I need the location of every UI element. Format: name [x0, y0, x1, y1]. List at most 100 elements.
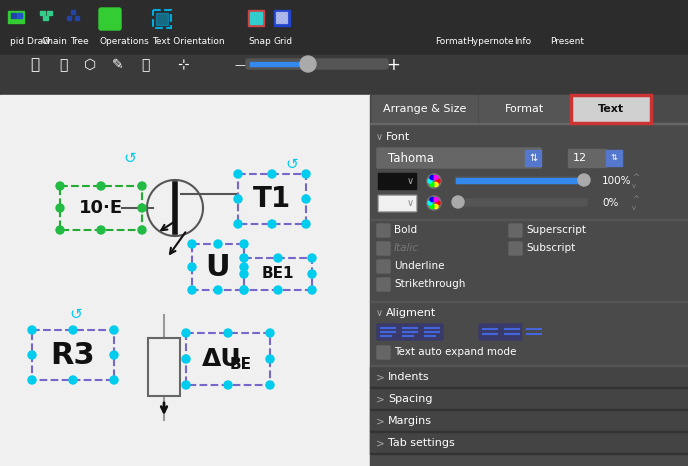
Bar	[11, 13, 16, 18]
Text: Text auto expand mode: Text auto expand mode	[394, 347, 517, 357]
Circle shape	[110, 326, 118, 334]
Bar	[156, 13, 168, 25]
Circle shape	[268, 220, 276, 228]
Bar	[248, 10, 264, 26]
Circle shape	[300, 56, 316, 72]
Bar	[370, 433, 688, 453]
FancyBboxPatch shape	[509, 242, 522, 255]
FancyBboxPatch shape	[377, 242, 390, 255]
Bar	[0, 95, 370, 466]
FancyBboxPatch shape	[377, 346, 390, 359]
Text: Tab settings: Tab settings	[388, 438, 455, 448]
Text: Grid: Grid	[274, 37, 293, 47]
Text: >: >	[376, 394, 385, 404]
Circle shape	[182, 381, 190, 389]
Circle shape	[188, 240, 196, 248]
Circle shape	[266, 329, 274, 337]
Text: Format: Format	[504, 104, 544, 114]
Bar	[370, 365, 688, 366]
Circle shape	[436, 179, 440, 183]
Circle shape	[268, 170, 276, 178]
Circle shape	[308, 286, 316, 294]
Bar	[284, 20, 287, 23]
Bar	[370, 367, 688, 387]
Bar	[456, 178, 586, 183]
Circle shape	[266, 355, 274, 363]
Circle shape	[240, 270, 248, 278]
Text: pid Draw: pid Draw	[10, 37, 50, 47]
FancyBboxPatch shape	[377, 278, 390, 291]
Text: —: —	[235, 60, 246, 70]
Bar	[571, 95, 651, 123]
Bar	[0, 55, 688, 95]
FancyBboxPatch shape	[509, 224, 522, 237]
Circle shape	[240, 286, 248, 294]
Circle shape	[234, 220, 242, 228]
Circle shape	[428, 201, 432, 205]
Circle shape	[182, 355, 190, 363]
Circle shape	[97, 226, 105, 234]
Text: ^: ^	[632, 172, 639, 181]
Text: Italic: Italic	[394, 243, 419, 253]
Circle shape	[434, 176, 438, 179]
Circle shape	[234, 170, 242, 178]
Text: ΔU: ΔU	[202, 347, 241, 371]
Circle shape	[430, 176, 434, 179]
Text: ∨: ∨	[376, 308, 383, 318]
FancyBboxPatch shape	[399, 324, 421, 340]
Bar	[370, 123, 688, 124]
Circle shape	[434, 198, 438, 201]
Text: >: >	[376, 372, 385, 382]
Circle shape	[274, 254, 282, 262]
Text: >: >	[376, 438, 385, 448]
Bar	[276, 20, 279, 23]
Text: BE: BE	[230, 357, 252, 372]
FancyBboxPatch shape	[99, 8, 121, 30]
Bar	[378, 173, 416, 189]
Text: Aligment: Aligment	[386, 308, 436, 318]
Bar	[71, 10, 75, 14]
Text: Superscript: Superscript	[526, 225, 586, 235]
Circle shape	[308, 254, 316, 262]
FancyBboxPatch shape	[523, 324, 545, 340]
Circle shape	[427, 174, 441, 188]
Circle shape	[224, 381, 232, 389]
Bar	[40, 11, 45, 15]
Bar	[370, 301, 688, 302]
Bar	[250, 62, 305, 66]
Text: Underline: Underline	[394, 261, 444, 271]
Bar	[606, 150, 622, 166]
Bar	[17, 13, 22, 18]
Bar	[378, 195, 416, 211]
Text: ⌖: ⌖	[141, 58, 149, 72]
Circle shape	[28, 376, 36, 384]
FancyBboxPatch shape	[377, 224, 390, 237]
Text: ⌕: ⌕	[30, 57, 40, 73]
Circle shape	[308, 270, 316, 278]
Text: Hypernote: Hypernote	[466, 37, 514, 47]
Circle shape	[28, 326, 36, 334]
Bar	[186, 333, 270, 385]
Text: ✋: ✋	[58, 58, 67, 72]
Text: Bold: Bold	[394, 225, 417, 235]
Circle shape	[434, 183, 438, 186]
Text: ∨: ∨	[376, 132, 383, 142]
Circle shape	[97, 182, 105, 190]
Bar	[244, 258, 312, 290]
Bar	[47, 11, 52, 15]
Text: 0%: 0%	[602, 198, 619, 208]
Text: >: >	[376, 416, 385, 426]
Text: Chain: Chain	[42, 37, 68, 47]
Text: ∨: ∨	[407, 176, 413, 186]
Text: R3: R3	[51, 341, 96, 370]
Text: Margins: Margins	[388, 416, 432, 426]
Bar	[60, 186, 142, 230]
Text: v: v	[632, 205, 636, 211]
Text: ⬡: ⬡	[84, 58, 96, 72]
Bar	[67, 16, 71, 20]
Bar	[32, 330, 114, 380]
Bar	[75, 16, 79, 20]
Text: Present: Present	[550, 37, 584, 47]
Circle shape	[138, 182, 146, 190]
Circle shape	[214, 286, 222, 294]
